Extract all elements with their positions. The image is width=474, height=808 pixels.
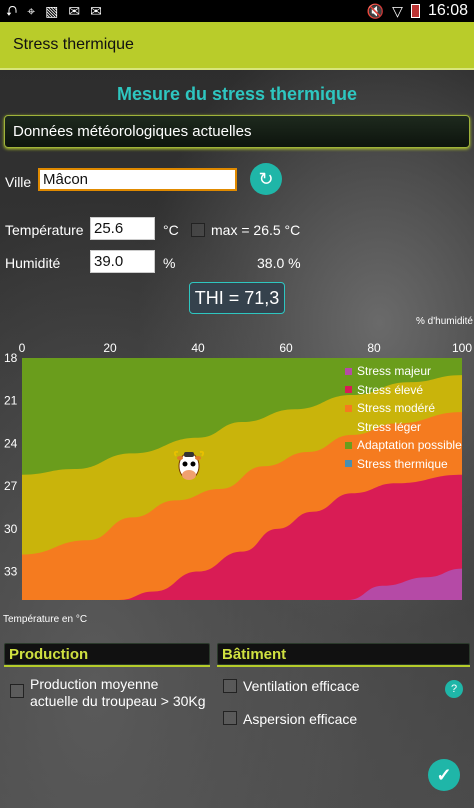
mute-icon: 🔇 — [366, 3, 385, 19]
humidity-input[interactable] — [90, 250, 155, 273]
production-label-line2: actuelle du troupeau > 30Kg — [30, 693, 206, 709]
confirm-button[interactable]: ✓ — [428, 759, 460, 791]
legend-item: Stress élevé — [345, 381, 462, 400]
temperature-input[interactable] — [90, 217, 155, 240]
legend-item: Stress modéré — [345, 399, 462, 418]
x-tick-label: 20 — [103, 341, 117, 355]
help-button[interactable]: ? — [445, 680, 463, 698]
thi-value: THI = 71,3 — [189, 282, 285, 314]
humidity-reading: 38.0 % — [257, 255, 301, 271]
legend-item: Stress majeur — [345, 362, 462, 381]
legend-swatch — [345, 404, 352, 412]
legend-item: Stress léger — [345, 418, 462, 437]
refresh-button[interactable]: ↻ — [250, 163, 282, 195]
batiment-header: Bâtiment — [217, 643, 470, 665]
legend-swatch — [345, 386, 352, 394]
y-tick-label: 18 — [4, 351, 18, 365]
production-header: Production — [4, 643, 210, 665]
image-icon: ▧ — [45, 3, 59, 19]
x-tick-label: 60 — [279, 341, 293, 355]
y-tick-label: 30 — [4, 522, 18, 536]
legend-swatch — [345, 441, 352, 449]
app-title: Stress thermique — [13, 36, 134, 53]
ventilation-label: Ventilation efficace — [243, 678, 360, 694]
legend-label: Stress majeur — [357, 364, 432, 379]
production-checkbox[interactable] — [10, 684, 24, 698]
y-tick-label: 21 — [4, 394, 18, 408]
zone-stress-majeur — [347, 568, 462, 600]
max-temp-label: max = 26.5 °C — [211, 222, 301, 238]
legend-swatch — [345, 367, 352, 375]
legend-swatch — [345, 460, 352, 468]
y-axis-title: Température en °C — [3, 614, 88, 625]
y-tick-label: 24 — [4, 436, 18, 450]
legend-label: Stress modéré — [357, 401, 436, 416]
legend-label: Adaptation possible — [357, 438, 462, 453]
temperature-unit: °C — [163, 222, 179, 238]
x-tick-label: 40 — [191, 341, 205, 355]
legend-swatch — [345, 423, 352, 431]
legend-item: Adaptation possible — [345, 436, 462, 455]
cow-marker-icon — [172, 446, 206, 482]
y-tick-label: 33 — [4, 565, 18, 579]
city-input[interactable] — [38, 168, 237, 191]
weather-section-header[interactable]: Données météorologiques actuelles — [4, 115, 470, 148]
aspersion-checkbox[interactable] — [223, 711, 237, 725]
zone-stress-élevé — [118, 474, 463, 600]
gps-icon: ⌖ — [27, 3, 36, 19]
wifi-icon: ▽ — [392, 3, 403, 19]
mail-icon: ✉ — [68, 3, 81, 19]
mail-icon: ✉ — [90, 3, 102, 19]
city-label: Ville — [5, 174, 32, 190]
temperature-label: Température — [5, 222, 84, 238]
batiment-divider — [217, 665, 470, 667]
usb-icon: ⮏ — [6, 3, 18, 19]
ventilation-checkbox[interactable] — [223, 679, 237, 693]
check-icon: ✓ — [436, 764, 452, 785]
x-tick-label: 80 — [367, 341, 381, 355]
refresh-icon: ↻ — [258, 168, 274, 189]
legend-label: Stress léger — [357, 419, 422, 434]
max-temp-checkbox[interactable] — [191, 223, 205, 237]
heat-stress-chart: 0 20 40 60 80 100 18 21 24 27 30 33 — [4, 341, 472, 600]
production-divider — [4, 665, 210, 667]
humidity-unit: % — [163, 255, 176, 271]
x-tick-label: 0 — [19, 341, 26, 355]
production-label: Production moyenne actuelle du troupeau … — [30, 676, 206, 710]
legend-label: Stress thermique — [357, 456, 448, 471]
clock: 16:08 — [427, 2, 468, 19]
legend-label: Stress élevé — [357, 382, 424, 397]
x-tick-label: 100 — [452, 341, 472, 355]
page-title: Mesure du stress thermique — [116, 84, 358, 104]
aspersion-label: Aspersion efficace — [243, 711, 358, 727]
app-bar: Stress thermique — [0, 22, 474, 70]
status-bar: ⮏ ⌖ ▧ ✉ ✉ 🔇 ▽ 16:08 — [0, 0, 474, 22]
humidity-label: Humidité — [5, 255, 61, 271]
battery-icon — [410, 4, 420, 18]
chart-legend: Stress majeur Stress élevé Stress modéré… — [345, 362, 462, 473]
y-tick-label: 27 — [4, 479, 18, 493]
legend-item: Stress thermique — [345, 455, 462, 474]
x-axis-title: % d'humidité — [416, 316, 473, 327]
production-label-line1: Production moyenne — [30, 676, 159, 692]
